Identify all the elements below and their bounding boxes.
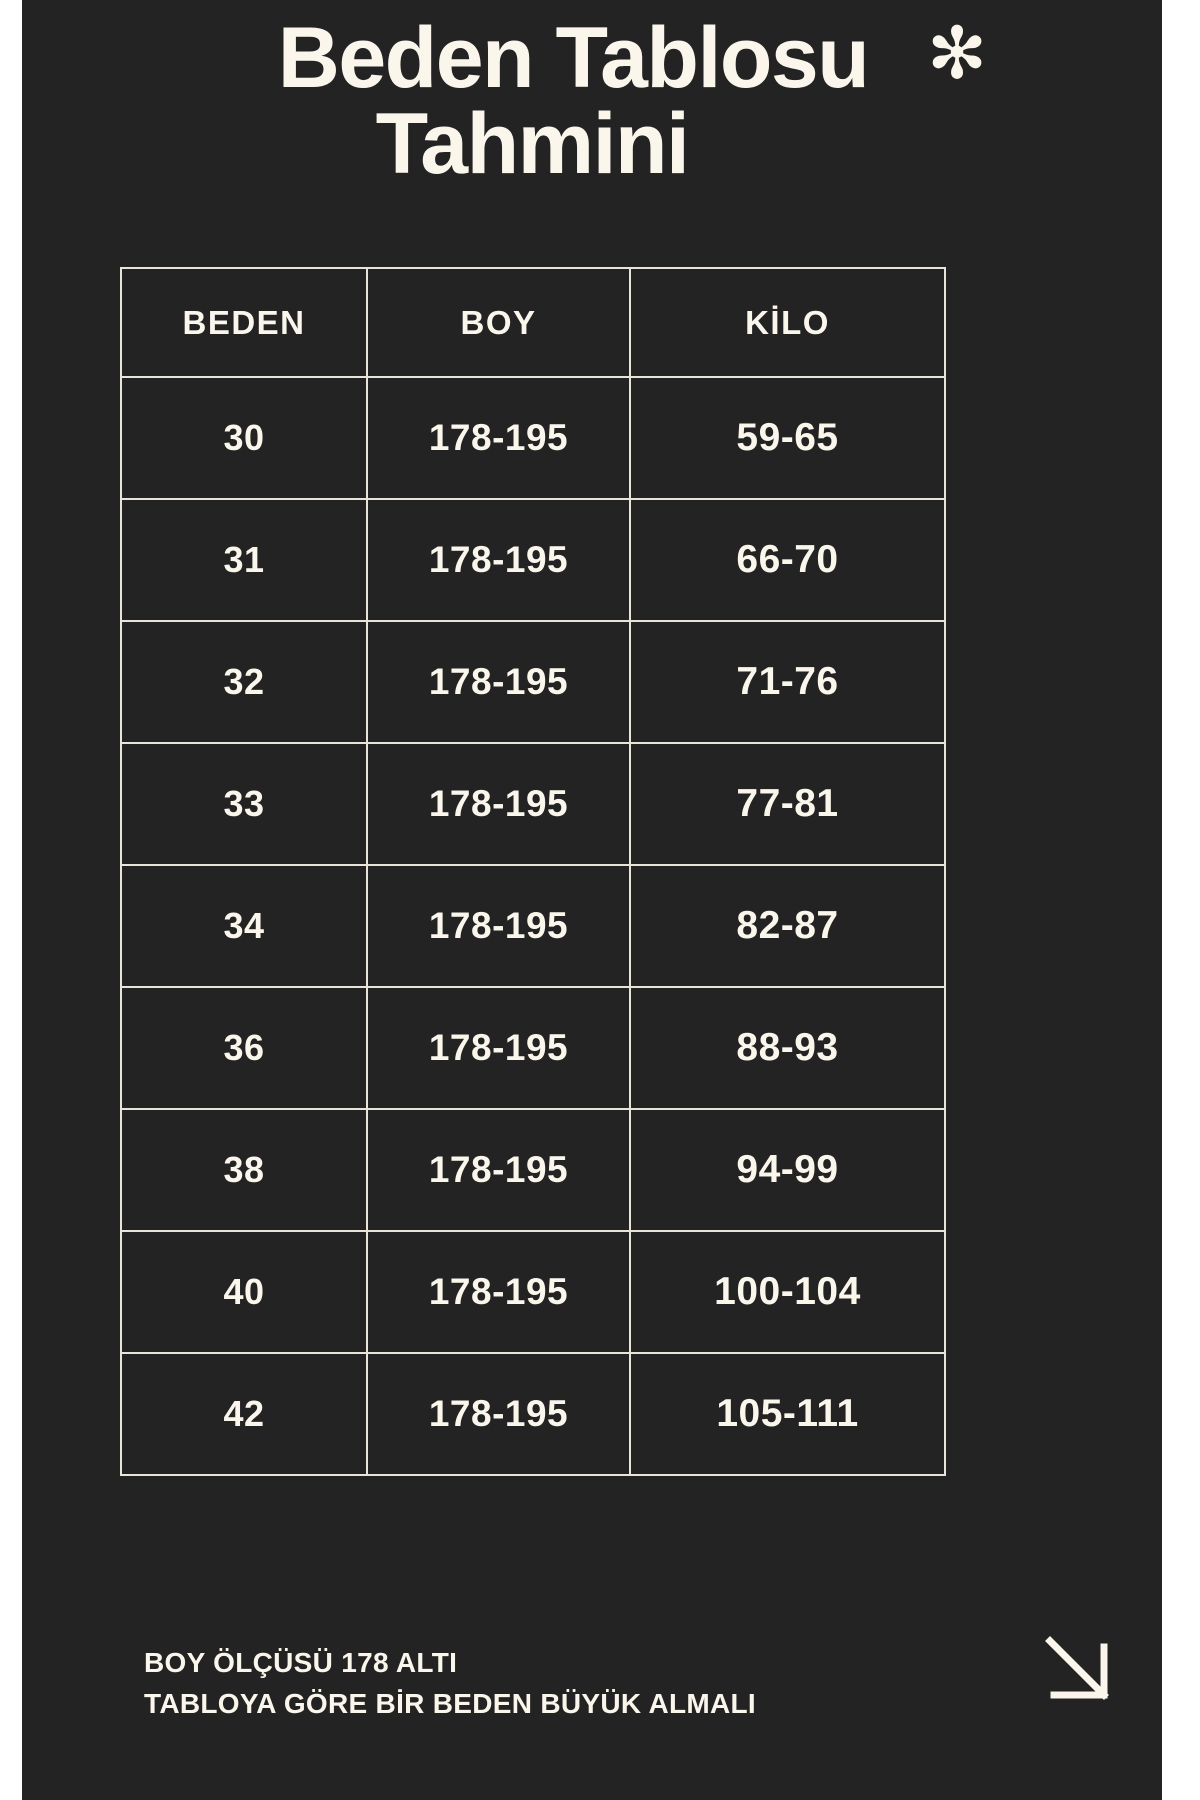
- page-title-line-1: Beden Tablosu: [277, 10, 870, 106]
- table-row: 42 178-195 105-111: [120, 1352, 946, 1476]
- cell-boy: 178-195: [366, 1352, 631, 1476]
- table-row: 38 178-195 94-99: [120, 1108, 946, 1232]
- table-row: 33 178-195 77-81: [120, 742, 946, 866]
- footer-note-line-1: BOY ÖLÇÜSÜ 178 ALTI: [144, 1647, 458, 1678]
- column-header-boy: BOY: [366, 267, 631, 378]
- cell-beden: 40: [120, 1230, 368, 1354]
- size-table-wrapper: BEDEN BOY KİLO 30 178-195 59-65 31 178-1…: [120, 267, 946, 1476]
- asterisk-icon: ✻: [926, 14, 988, 94]
- cell-boy: 178-195: [366, 742, 631, 866]
- footer-note-line-2: TABLOYA GÖRE BİR BEDEN BÜYÜK ALMALI: [144, 1687, 756, 1719]
- cell-boy: 178-195: [366, 986, 631, 1110]
- cell-beden: 32: [120, 620, 368, 744]
- table-row: 31 178-195 66-70: [120, 498, 946, 622]
- cell-boy: 178-195: [366, 498, 631, 622]
- cell-boy: 178-195: [366, 620, 631, 744]
- cell-kilo: 71-76: [629, 620, 946, 744]
- cell-kilo: 66-70: [629, 498, 946, 622]
- cell-beden: 33: [120, 742, 368, 866]
- cell-kilo: 100-104: [629, 1230, 946, 1354]
- cell-beden: 42: [120, 1352, 368, 1476]
- table-row: 40 178-195 100-104: [120, 1230, 946, 1354]
- column-header-beden: BEDEN: [120, 267, 368, 378]
- cell-beden: 30: [120, 376, 368, 500]
- column-header-kilo: KİLO: [629, 267, 946, 378]
- cell-beden: 36: [120, 986, 368, 1110]
- cell-kilo: 88-93: [629, 986, 946, 1110]
- cell-kilo: 82-87: [629, 864, 946, 988]
- table-row: 30 178-195 59-65: [120, 376, 946, 500]
- cell-beden: 34: [120, 864, 368, 988]
- cell-kilo: 77-81: [629, 742, 946, 866]
- cell-boy: 178-195: [366, 1108, 631, 1232]
- table-row: 34 178-195 82-87: [120, 864, 946, 988]
- cell-boy: 178-195: [366, 1230, 631, 1354]
- cell-kilo: 105-111: [629, 1352, 946, 1476]
- cell-boy: 178-195: [366, 864, 631, 988]
- table-row: 36 178-195 88-93: [120, 986, 946, 1110]
- cell-boy: 178-195: [366, 376, 631, 500]
- cell-kilo: 94-99: [629, 1108, 946, 1232]
- cell-kilo: 59-65: [629, 376, 946, 500]
- arrow-down-right-icon: [1042, 1633, 1122, 1713]
- cell-beden: 31: [120, 498, 368, 622]
- page-title-line-2: Tahmini: [375, 96, 690, 193]
- dark-panel: Beden Tablosu Tahmini ✻ BEDEN BOY KİLO: [22, 0, 1162, 1800]
- size-table: BEDEN BOY KİLO 30 178-195 59-65 31 178-1…: [120, 267, 946, 1476]
- table-row: 32 178-195 71-76: [120, 620, 946, 744]
- cell-beden: 38: [120, 1108, 368, 1232]
- footer-note: BOY ÖLÇÜSÜ 178 ALTI TABLOYA GÖRE BİR BED…: [144, 1643, 944, 1724]
- page-title: Beden Tablosu Tahmini: [22, 10, 1162, 193]
- table-header-row: BEDEN BOY KİLO: [120, 267, 946, 378]
